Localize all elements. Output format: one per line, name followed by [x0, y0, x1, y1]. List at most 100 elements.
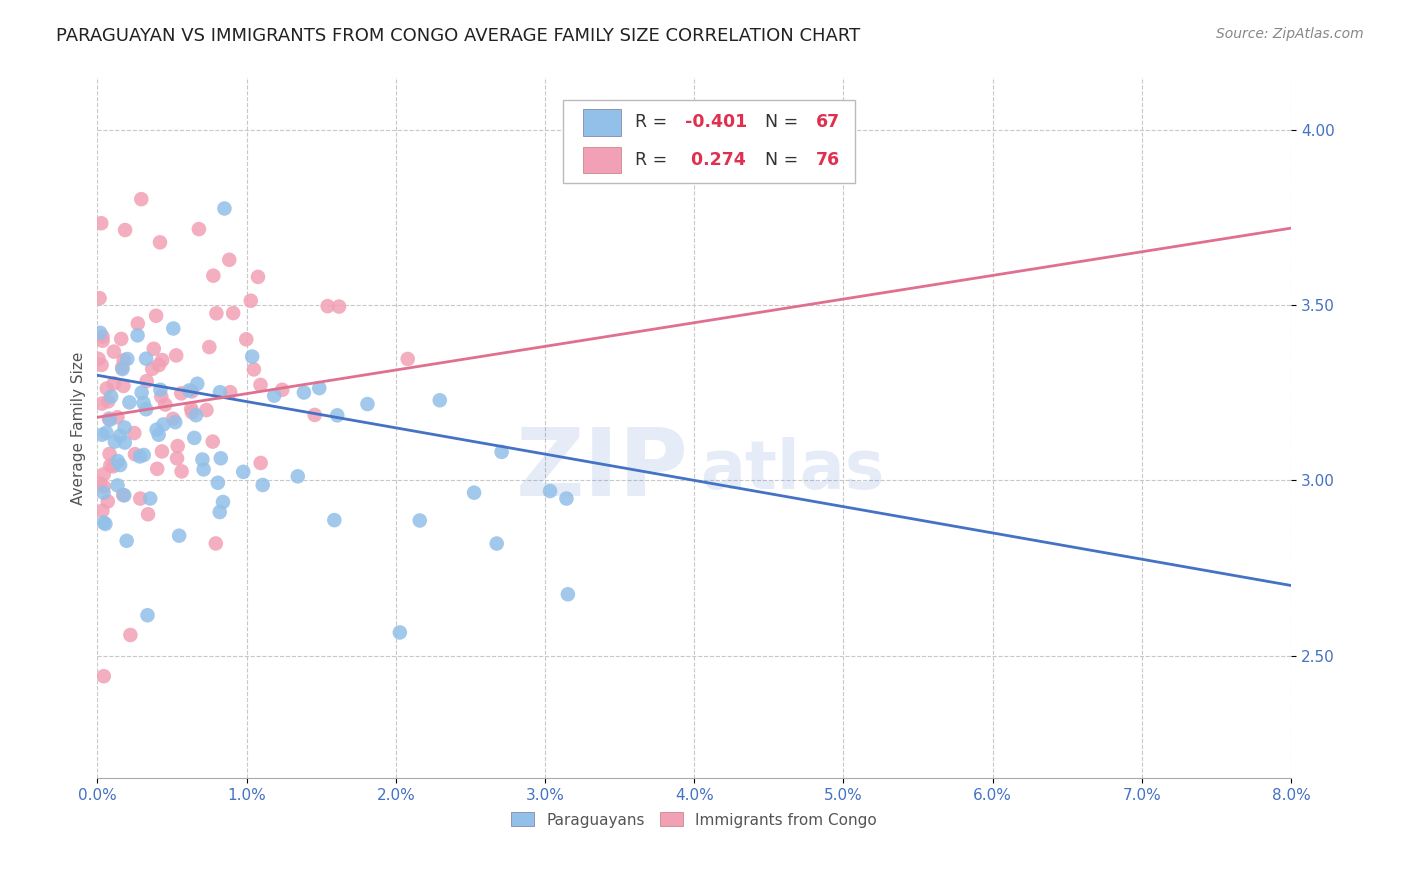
Point	[179, 384, 201, 398]
Point	[170, 464, 193, 478]
Point	[557, 587, 579, 601]
Point	[135, 351, 157, 366]
Text: R =: R =	[634, 151, 672, 169]
Point	[93, 467, 115, 482]
Point	[148, 427, 170, 442]
Point	[103, 344, 125, 359]
Text: Source: ZipAtlas.com: Source: ZipAtlas.com	[1216, 27, 1364, 41]
Point	[115, 533, 138, 548]
Point	[166, 451, 188, 466]
Point	[145, 309, 167, 323]
Point	[127, 317, 149, 331]
Point	[98, 413, 121, 427]
FancyBboxPatch shape	[583, 109, 621, 136]
Text: -0.401: -0.401	[685, 113, 747, 131]
Point	[187, 222, 209, 236]
Point	[117, 351, 139, 366]
Point	[129, 192, 152, 206]
Point	[135, 402, 157, 417]
Point	[356, 397, 378, 411]
Point	[110, 332, 132, 346]
Text: 0.274: 0.274	[685, 151, 745, 169]
Point	[93, 479, 115, 493]
Text: 67: 67	[815, 113, 841, 131]
Point	[485, 536, 508, 550]
Point	[214, 202, 236, 216]
Point	[162, 412, 184, 426]
Point	[246, 269, 269, 284]
Text: atlas: atlas	[700, 437, 884, 503]
Point	[208, 385, 231, 400]
Point	[208, 505, 231, 519]
Point	[243, 362, 266, 376]
Point	[271, 383, 294, 397]
Point	[91, 334, 114, 348]
Point	[107, 454, 129, 468]
Point	[222, 306, 245, 320]
Point	[181, 405, 204, 419]
Point	[114, 435, 136, 450]
Point	[184, 409, 207, 423]
Legend: Paraguayans, Immigrants from Congo: Paraguayans, Immigrants from Congo	[505, 806, 883, 834]
Point	[111, 360, 134, 375]
Point	[167, 529, 190, 543]
Text: PARAGUAYAN VS IMMIGRANTS FROM CONGO AVERAGE FAMILY SIZE CORRELATION CHART: PARAGUAYAN VS IMMIGRANTS FROM CONGO AVER…	[56, 27, 860, 45]
Point	[326, 409, 349, 423]
Point	[232, 465, 254, 479]
Point	[90, 358, 112, 372]
Point	[212, 495, 235, 509]
Point	[146, 462, 169, 476]
Point	[165, 415, 187, 429]
Point	[152, 417, 174, 432]
Point	[252, 478, 274, 492]
Point	[118, 395, 141, 409]
Point	[186, 376, 208, 391]
Point	[316, 299, 339, 313]
Point	[103, 459, 125, 474]
Text: N =: N =	[754, 113, 804, 131]
Point	[249, 377, 271, 392]
Point	[132, 396, 155, 410]
Point	[328, 300, 350, 314]
Point	[165, 348, 187, 362]
Point	[142, 342, 165, 356]
Point	[218, 252, 240, 267]
Point	[112, 353, 135, 368]
Point	[132, 448, 155, 462]
Point	[91, 504, 114, 518]
Point	[107, 478, 129, 492]
Point	[93, 485, 115, 500]
Point	[124, 426, 146, 441]
Point	[96, 425, 118, 440]
Point	[195, 403, 218, 417]
FancyBboxPatch shape	[583, 147, 621, 173]
Point	[149, 383, 172, 397]
Text: N =: N =	[754, 151, 804, 169]
Point	[111, 362, 134, 376]
Y-axis label: Average Family Size: Average Family Size	[72, 351, 86, 505]
Point	[155, 398, 177, 412]
Point	[87, 351, 110, 366]
Point	[240, 350, 263, 364]
Point	[104, 434, 127, 449]
Point	[129, 491, 152, 506]
Point	[166, 439, 188, 453]
Point	[91, 427, 114, 442]
Point	[89, 476, 111, 491]
Point	[463, 485, 485, 500]
Point	[112, 488, 135, 502]
Point	[103, 376, 125, 391]
Point	[388, 625, 411, 640]
Point	[97, 394, 120, 409]
Point	[202, 268, 225, 283]
Point	[180, 401, 202, 416]
Point	[292, 385, 315, 400]
Point	[120, 628, 142, 642]
Point	[114, 420, 136, 434]
Point	[136, 608, 159, 623]
Point	[100, 390, 122, 404]
Point	[89, 291, 111, 305]
Point	[127, 328, 149, 343]
Point	[149, 235, 172, 250]
Point	[96, 381, 118, 395]
